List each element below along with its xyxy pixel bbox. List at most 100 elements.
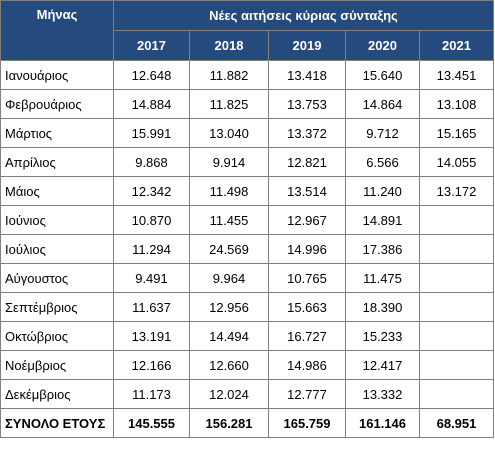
data-row: Ιούνιος 10.870 11.455 12.967 14.891 <box>0 205 494 235</box>
cell <box>419 205 494 235</box>
data-row: Νοέμβριος 12.166 12.660 14.986 12.417 <box>0 350 494 380</box>
cell: 13.514 <box>268 176 346 206</box>
cell: 15.233 <box>345 321 420 351</box>
cell: 12.660 <box>189 350 269 380</box>
cell: 12.956 <box>189 292 269 322</box>
year-header: 2017 <box>113 30 190 61</box>
data-row: Οκτώβριος 13.191 14.494 16.727 15.233 <box>0 321 494 351</box>
cell: 9.491 <box>113 263 190 293</box>
row-label: Δεκέμβριος <box>0 379 114 409</box>
cell: 11.294 <box>113 234 190 264</box>
year-header: 2019 <box>268 30 346 61</box>
total-row: ΣΥΝΟΛΟ ΕΤΟΥΣ 145.555 156.281 165.759 161.146… <box>0 408 494 438</box>
row-label: Μάιος <box>0 176 114 206</box>
cell: 13.451 <box>419 60 494 90</box>
cell: 13.753 <box>268 89 346 119</box>
cell: 14.494 <box>189 321 269 351</box>
cell: 13.040 <box>189 118 269 148</box>
row-label: Σεπτέμβριος <box>0 292 114 322</box>
cell: 15.663 <box>268 292 346 322</box>
cell: 14.055 <box>419 147 494 177</box>
cell: 9.868 <box>113 147 190 177</box>
cell: 12.821 <box>268 147 346 177</box>
cell: 12.648 <box>113 60 190 90</box>
month-header: Μήνας <box>0 0 114 61</box>
cell <box>419 234 494 264</box>
cell <box>419 263 494 293</box>
cell: 13.332 <box>345 379 420 409</box>
cell: 17.386 <box>345 234 420 264</box>
cell: 12.777 <box>268 379 346 409</box>
cell: 13.191 <box>113 321 190 351</box>
cell: 11.825 <box>189 89 269 119</box>
year-header: 2021 <box>419 30 494 61</box>
cell: 10.765 <box>268 263 346 293</box>
cell: 13.418 <box>268 60 346 90</box>
cell: 145.555 <box>113 408 190 438</box>
cell: 12.342 <box>113 176 190 206</box>
cell: 11.240 <box>345 176 420 206</box>
cell: 13.172 <box>419 176 494 206</box>
row-label: Απρίλιος <box>0 147 114 177</box>
cell: 14.864 <box>345 89 420 119</box>
cell: 14.986 <box>268 350 346 380</box>
row-label: Φεβρουάριος <box>0 89 114 119</box>
row-label: Νοέμβριος <box>0 350 114 380</box>
cell <box>419 321 494 351</box>
cell: 15.165 <box>419 118 494 148</box>
cell: 13.372 <box>268 118 346 148</box>
cell: 14.891 <box>345 205 420 235</box>
cell: 11.882 <box>189 60 269 90</box>
cell: 14.884 <box>113 89 190 119</box>
data-row: Σεπτέμβριος 11.637 12.956 15.663 18.390 <box>0 292 494 322</box>
row-label: Αύγουστος <box>0 263 114 293</box>
cell: 12.417 <box>345 350 420 380</box>
cell <box>419 350 494 380</box>
cell: 18.390 <box>345 292 420 322</box>
cell <box>419 292 494 322</box>
cell: 161.146 <box>345 408 420 438</box>
group-header: Νέες αιτήσεις κύριας σύνταξης <box>113 0 494 31</box>
row-label: Ιανουάριος <box>0 60 114 90</box>
data-row: Αύγουστος 9.491 9.964 10.765 11.475 <box>0 263 494 293</box>
cell: 11.498 <box>189 176 269 206</box>
data-row: Μάρτιος 15.991 13.040 13.372 9.712 15.165 <box>0 118 494 148</box>
cell: 156.281 <box>189 408 269 438</box>
cell: 9.712 <box>345 118 420 148</box>
cell: 15.640 <box>345 60 420 90</box>
data-row: Μάιος 12.342 11.498 13.514 11.240 13.172 <box>0 176 494 206</box>
data-row: Ιούλιος 11.294 24.569 14.996 17.386 <box>0 234 494 264</box>
cell: 10.870 <box>113 205 190 235</box>
cell: 15.991 <box>113 118 190 148</box>
row-label: Οκτώβριος <box>0 321 114 351</box>
cell: 12.166 <box>113 350 190 380</box>
cell: 9.964 <box>189 263 269 293</box>
data-row: Φεβρουάριος 14.884 11.825 13.753 14.864 13.10… <box>0 89 494 119</box>
cell: 12.024 <box>189 379 269 409</box>
cell: 11.455 <box>189 205 269 235</box>
cell: 11.173 <box>113 379 190 409</box>
cell: 16.727 <box>268 321 346 351</box>
row-label: Ιούνιος <box>0 205 114 235</box>
cell: 24.569 <box>189 234 269 264</box>
year-header: 2018 <box>189 30 269 61</box>
cell: 13.108 <box>419 89 494 119</box>
cell: 165.759 <box>268 408 346 438</box>
row-label: Ιούλιος <box>0 234 114 264</box>
cell: 14.996 <box>268 234 346 264</box>
cell: 9.914 <box>189 147 269 177</box>
cell: 11.637 <box>113 292 190 322</box>
cell: 68.951 <box>419 408 494 438</box>
cell: 11.475 <box>345 263 420 293</box>
row-label: ΣΥΝΟΛΟ ΕΤΟΥΣ <box>0 408 114 438</box>
row-label: Μάρτιος <box>0 118 114 148</box>
data-row: Δεκέμβριος 11.173 12.024 12.777 13.332 <box>0 379 494 409</box>
cell: 12.967 <box>268 205 346 235</box>
pension-table: Μήνας Νέες αιτήσεις κύριας σύνταξης 2017… <box>0 0 494 438</box>
cell: 6.566 <box>345 147 420 177</box>
year-header: 2020 <box>345 30 420 61</box>
cell <box>419 379 494 409</box>
data-row: Ιανουάριος 12.648 11.882 13.418 15.640 13.451 <box>0 60 494 90</box>
data-row: Απρίλιος 9.868 9.914 12.821 6.566 14.055 <box>0 147 494 177</box>
